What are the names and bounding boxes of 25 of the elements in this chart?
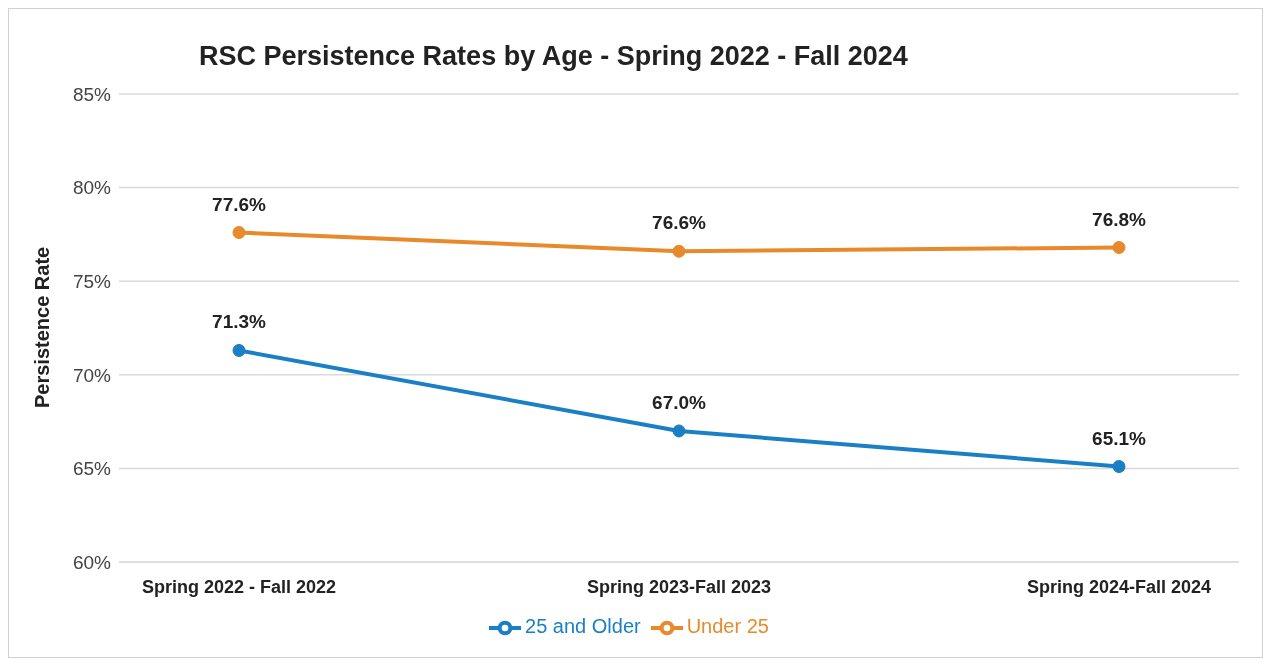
data-label: 76.6% — [652, 212, 707, 234]
y-tick-label: 70% — [72, 364, 112, 386]
point — [232, 343, 246, 357]
y-axis-title: Persistence Rate — [31, 246, 54, 408]
data-label: 67.0% — [652, 391, 707, 413]
y-tick-label: 65% — [72, 458, 112, 480]
y-tick-label: 85% — [72, 83, 112, 105]
point — [1112, 241, 1126, 254]
y-tick-label: 80% — [72, 177, 112, 199]
data-label: 65.1% — [1092, 427, 1147, 449]
legend-label: Under 25 — [686, 615, 769, 638]
y-tick-label: 75% — [72, 270, 112, 292]
legend-label: 25 and Older — [525, 615, 641, 638]
data-label: 77.6% — [212, 193, 267, 215]
x-tick-label: Spring 2023-Fall 2023 — [586, 576, 772, 597]
chart-title: RSC Persistence Rates by Age - Spring 2022 - Fall 2024 — [199, 41, 908, 72]
data-label: 71.3% — [212, 311, 267, 333]
point — [672, 244, 686, 258]
data-label: 76.8% — [1092, 208, 1147, 230]
x-tick-label: Spring 2022 - Fall 2022 — [141, 576, 337, 597]
point — [672, 424, 686, 438]
point — [1112, 460, 1126, 474]
y-tick-label: 60% — [72, 551, 112, 573]
x-tick-label: Spring 2024-Fall 2024 — [1026, 576, 1212, 597]
point — [232, 226, 246, 240]
